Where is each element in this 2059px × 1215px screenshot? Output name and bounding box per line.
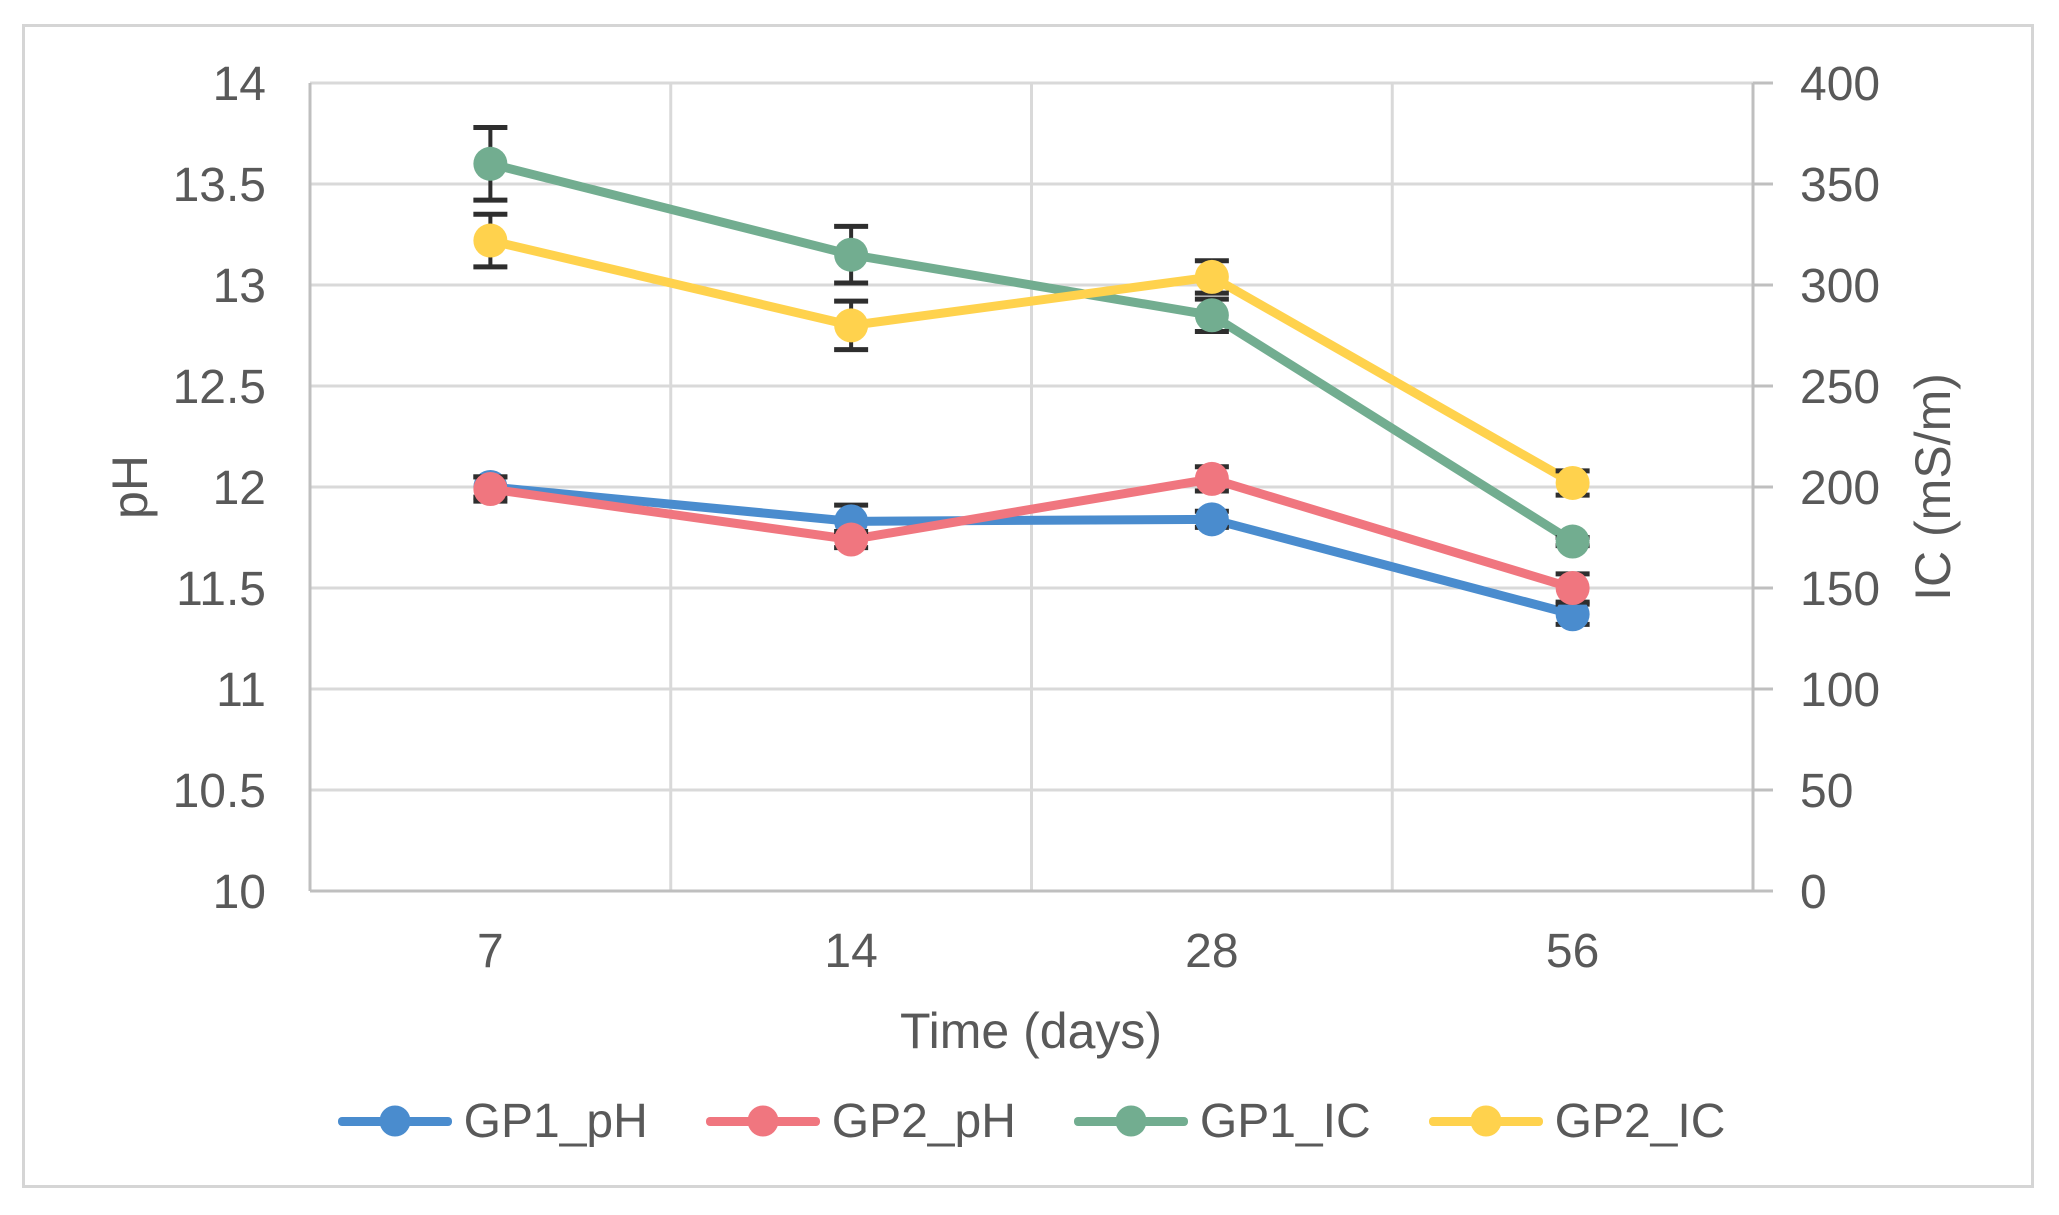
y-left-tick-label: 10 (213, 866, 266, 919)
y-right-tick-label: 250 (1800, 361, 1880, 414)
y-right-tick-label: 350 (1800, 159, 1880, 212)
y-left-tick-label: 13 (213, 260, 266, 313)
x-tick-label: 14 (824, 925, 877, 978)
legend-item-GP2_pH: GP2_pH (705, 1094, 1016, 1149)
legend-marker-dot (747, 1105, 779, 1137)
y-left-tick-label: 12 (213, 462, 266, 515)
y-left-tick-label: 14 (213, 58, 266, 111)
series-line-GP2_pH (485, 474, 1578, 593)
legend-item-GP1_IC: GP1_IC (1073, 1094, 1371, 1149)
series-layer (473, 124, 1590, 632)
data-point-GP2_IC-28 (1194, 259, 1229, 294)
y-right-tick-label: 200 (1800, 462, 1880, 515)
data-point-GP1_IC-7 (473, 146, 508, 181)
x-tick-label: 28 (1185, 925, 1238, 978)
data-point-GP1_pH-28 (1194, 502, 1229, 537)
y-right-tick-label: 100 (1800, 664, 1880, 717)
data-point-GP2_pH-56 (1555, 571, 1590, 605)
data-point-GP1_IC-56 (1555, 524, 1590, 559)
data-point-GP1_IC-14 (834, 237, 869, 272)
y-left-tick-label: 11.5 (176, 563, 266, 616)
legend-label: GP2_pH (831, 1094, 1016, 1148)
y-right-tick-label: 400 (1800, 58, 1880, 111)
y-axis-title-right: IC (mS/m) (1905, 373, 1961, 601)
series-line-GP1_IC (485, 159, 1578, 547)
legend-marker-line (1073, 1105, 1188, 1137)
legend-label: GP1_IC (1199, 1094, 1371, 1148)
figure-border (22, 24, 2034, 1188)
x-axis-title: Time (days) (900, 1003, 1162, 1059)
data-point-GP2_IC-14 (834, 308, 869, 343)
legend-marker-dot (379, 1105, 411, 1137)
y-right-tick-label: 50 (1800, 765, 1853, 818)
data-point-GP2_pH-28 (1194, 461, 1229, 496)
y-right-tick-label: 300 (1800, 260, 1880, 313)
x-tick-label: 56 (1546, 925, 1599, 978)
data-point-GP1_IC-28 (1194, 298, 1229, 333)
legend-marker-line (1428, 1105, 1543, 1137)
legend-item-GP1_pH: GP1_pH (337, 1094, 648, 1149)
x-tick-label: 7 (477, 925, 504, 978)
legend-marker-dot (1115, 1105, 1147, 1137)
y-left-tick-label: 13.5 (173, 159, 266, 212)
y-left-tick-label: 11 (216, 664, 266, 717)
data-point-GP2_pH-14 (834, 522, 869, 557)
y-left-tick-label: 12.5 (173, 361, 266, 414)
series-line-GP1_pH (485, 482, 1578, 619)
data-point-GP2_IC-56 (1555, 465, 1590, 500)
y-right-tick-label: 150 (1800, 563, 1880, 616)
y-right-tick-label: 0 (1800, 866, 1827, 919)
axis-layer (308, 81, 1773, 893)
legend-item-GP2_IC: GP2_IC (1428, 1094, 1726, 1149)
series-line-GP2_IC (485, 236, 1578, 488)
y-axis-title-left: pH (102, 455, 158, 519)
data-point-GP2_IC-7 (473, 223, 508, 258)
data-point-GP1_pH-56 (1555, 597, 1590, 632)
legend-label: GP1_pH (463, 1094, 648, 1148)
y-left-tick-label: 10.5 (173, 765, 266, 818)
tick-label-layer: 14 13.5 13 12.5 12 11.5 11 10.5 10 400 350 300 250 20… (173, 58, 1881, 978)
chart-legend: GP1_pH GP2_pH GP1_IC GP2_IC (310, 1086, 1753, 1156)
data-point-GP2_pH-7 (473, 472, 508, 507)
legend-marker-dot (1470, 1105, 1502, 1137)
legend-marker-line (337, 1105, 452, 1137)
legend-label: GP2_IC (1554, 1094, 1726, 1148)
legend-marker-line (705, 1105, 820, 1137)
